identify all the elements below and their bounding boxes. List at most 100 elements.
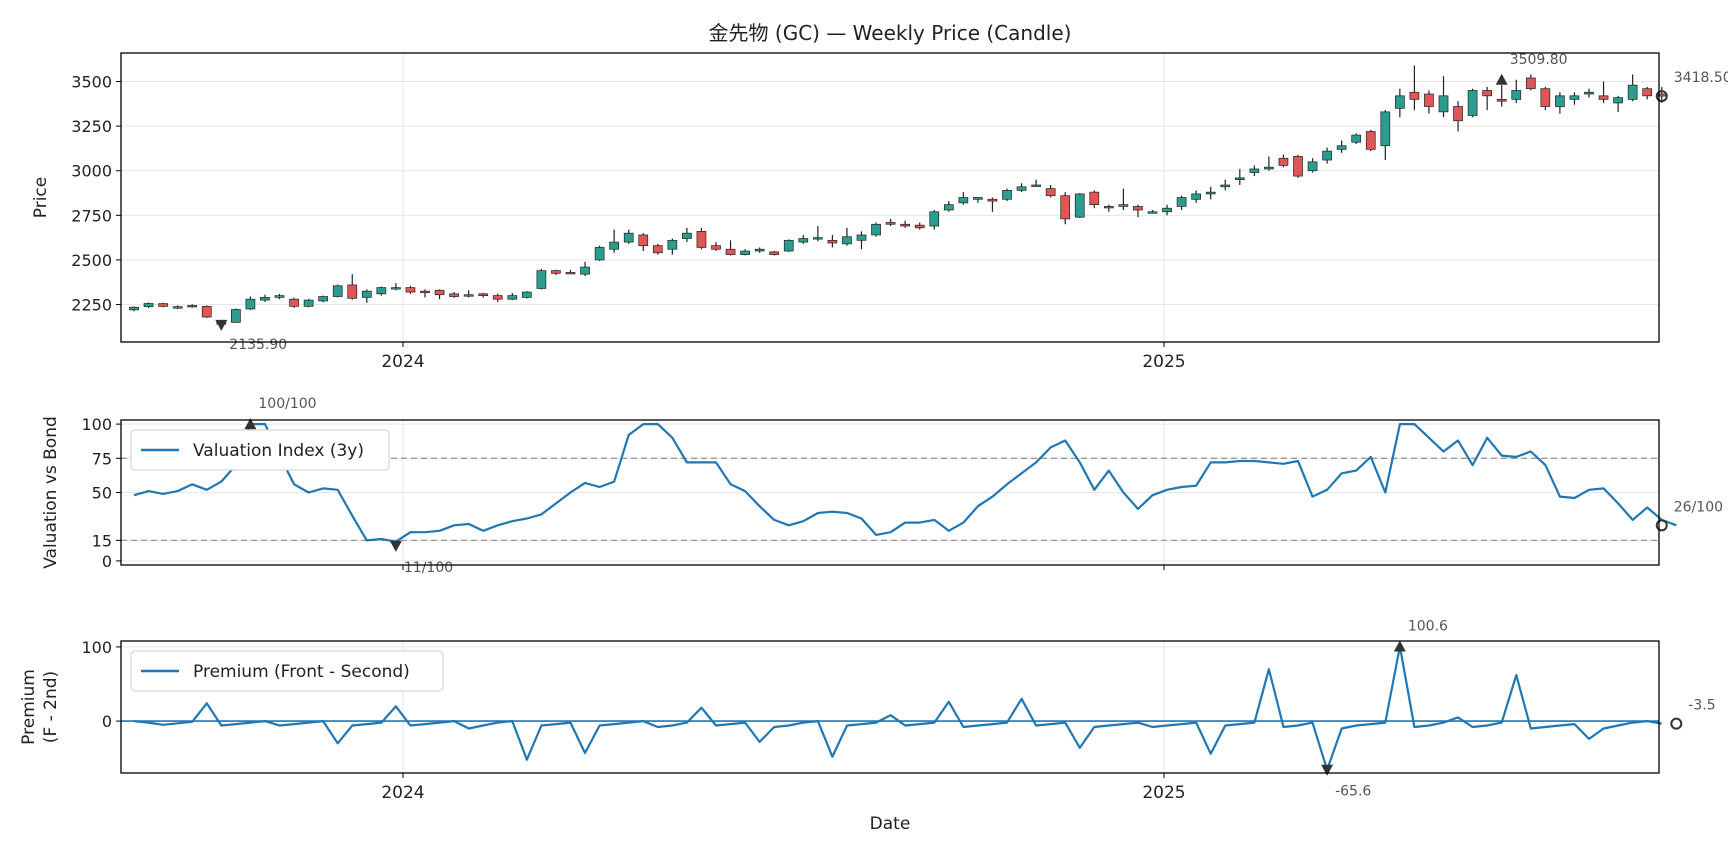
candle-body	[783, 239, 794, 252]
candle-body	[1162, 207, 1172, 213]
candle-body	[1264, 166, 1274, 170]
candle-body	[638, 234, 649, 247]
candle-body	[812, 237, 823, 240]
candle-body	[885, 222, 896, 225]
candle-body	[303, 299, 314, 307]
candle-body	[1336, 145, 1347, 150]
candle-body	[245, 298, 256, 310]
candle-body	[201, 305, 212, 318]
candle-body	[1118, 204, 1129, 207]
y-axis-label: Valuation vs Bond	[41, 416, 61, 569]
candle-body	[987, 198, 998, 202]
candle-body	[1496, 99, 1507, 102]
annotation-label: 100.6	[1408, 618, 1448, 634]
candle-body	[580, 266, 590, 275]
candle-body	[521, 291, 532, 298]
candle-body	[1569, 95, 1580, 100]
candle-body	[1176, 197, 1187, 207]
candle-body	[1467, 90, 1478, 116]
y-axis-label: Premium	[19, 669, 39, 745]
candle-body	[900, 223, 911, 227]
candle-body	[289, 298, 299, 307]
y-tick-label: 50	[92, 484, 112, 503]
x-tick-label: 2024	[381, 352, 424, 372]
y-tick-label: 100	[81, 415, 112, 434]
x-tick-label: 2025	[1142, 783, 1185, 803]
y-tick-label: 100	[81, 638, 112, 657]
max-marker	[244, 418, 257, 430]
candle-body	[594, 247, 605, 261]
candle-body	[1598, 95, 1609, 100]
candle-body	[842, 236, 852, 245]
min-marker	[215, 319, 228, 331]
y-axis-label: (F - 2nd)	[41, 671, 61, 743]
annotation-label: 3509.80	[1510, 52, 1568, 68]
candle-body	[1031, 184, 1041, 187]
candle-body	[449, 293, 459, 297]
candle-body	[1045, 188, 1056, 197]
candle-body	[1293, 156, 1303, 177]
axes-frame	[120, 52, 1660, 343]
candle-body	[1002, 190, 1012, 200]
candle-body	[143, 303, 154, 308]
candle-body	[536, 270, 547, 289]
legend-label: Valuation Index (3y)	[193, 441, 364, 461]
candle-body	[1220, 184, 1231, 188]
min-marker	[389, 540, 402, 552]
candle-body	[172, 306, 183, 309]
candle-body	[1453, 106, 1463, 122]
candle-body	[1380, 111, 1391, 147]
candle-body	[507, 295, 518, 300]
chart-title: 金先物 (GC) — Weekly Price (Candle)	[709, 21, 1072, 45]
candle-body	[696, 231, 707, 248]
candle-body	[1322, 150, 1332, 161]
candle-body	[871, 223, 881, 236]
candle-body	[158, 303, 168, 307]
candle-body	[1249, 168, 1260, 173]
candle-body	[798, 238, 809, 243]
candle-body	[478, 293, 489, 296]
y-tick-label: 2250	[71, 296, 112, 315]
y-tick-label: 2750	[71, 206, 112, 225]
candle-body	[754, 248, 765, 252]
valuation-panel: 0 15 50 75 100 Valuation Index (3y) 100/100 11/…	[41, 396, 1723, 576]
candle-body	[958, 197, 969, 204]
candle-body	[1147, 211, 1158, 214]
candle-body	[1278, 157, 1289, 166]
candle-body	[740, 250, 750, 255]
candle-body	[1133, 206, 1143, 211]
candle-body	[1613, 97, 1623, 104]
candle-body	[347, 284, 358, 299]
annotation-label: 100/100	[258, 396, 316, 412]
candle-body	[405, 287, 416, 293]
axes-frame	[120, 640, 1660, 774]
candle-body	[1555, 95, 1565, 107]
annotation-label: 2135.90	[229, 337, 287, 353]
candle-body	[1584, 91, 1594, 95]
candle-body	[1060, 195, 1071, 220]
candle-body	[769, 251, 780, 255]
candle-body	[260, 297, 270, 301]
candle-body	[711, 245, 721, 250]
x-axis-label: Date	[870, 814, 911, 834]
candle-body	[231, 309, 241, 323]
candle-body	[1482, 90, 1493, 97]
candle-body	[129, 306, 139, 311]
candle-body	[1394, 95, 1405, 109]
candle-body	[1424, 93, 1434, 107]
candle-body	[1525, 77, 1536, 90]
candle-body	[1642, 88, 1653, 97]
candle-body	[1540, 88, 1551, 107]
candle-body	[332, 285, 343, 297]
premium-panel: 0 100 Premium (Front - Second) 100.6 -65.6 -3…	[19, 618, 1716, 803]
series-line	[133, 423, 1677, 543]
candle-body	[361, 290, 372, 298]
candle-body	[725, 248, 736, 255]
max-marker	[1393, 640, 1406, 652]
y-tick-label: 15	[92, 531, 112, 550]
y-tick-label: 0	[102, 712, 112, 731]
candle-body	[929, 211, 940, 227]
min-marker	[1321, 764, 1334, 776]
